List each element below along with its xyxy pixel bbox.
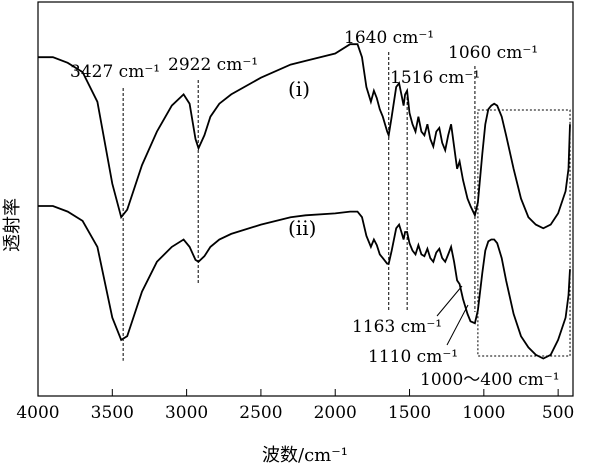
x-tick-label-4000: 4000 [16,403,59,423]
leader-line-1110 [446,304,469,346]
x-axis-ticks: 4000 3500 3000 2500 2000 1500 1000 500 [16,389,574,423]
annotation-1163: 1163 cm⁻¹ [352,317,442,337]
annotation-1516: 1516 cm⁻¹ [390,68,480,88]
svg-text:1640 cm⁻¹: 1640 cm⁻¹ [344,28,434,48]
svg-text:1060 cm⁻¹: 1060 cm⁻¹ [448,43,538,63]
series-ii-line [38,205,571,360]
annotation-3427: 3427 cm⁻¹ [70,62,160,82]
x-tick-label-1500: 1500 [388,403,431,423]
svg-text:1000～400 cm⁻¹: 1000～400 cm⁻¹ [420,370,560,390]
annotation-1640: 1640 cm⁻¹ [344,28,434,48]
x-tick-label-1000: 1000 [462,403,505,423]
svg-text:2922 cm⁻¹: 2922 cm⁻¹ [168,55,258,75]
plot-frame [37,1,574,397]
annotation-1000-400: 1000～400 cm⁻¹ [420,370,560,390]
leader-line-1163 [436,285,463,317]
series-label-ii: (ii) [288,216,316,240]
annotation-1060: 1060 cm⁻¹ [448,43,538,63]
x-tick-label-3000: 3000 [165,403,208,423]
peak-marker-lines [122,52,476,361]
highlight-region-box [477,109,571,357]
svg-text:1110 cm⁻¹: 1110 cm⁻¹ [368,347,458,367]
series-i-line [38,43,571,230]
x-tick-label-2500: 2500 [239,403,282,423]
y-axis-label: 透射率 [2,198,23,252]
series-label-i: (i) [288,77,310,101]
svg-text:3427 cm⁻¹: 3427 cm⁻¹ [70,62,160,82]
x-axis-label: 波数/cm⁻¹ [262,445,348,466]
svg-text:1516 cm⁻¹: 1516 cm⁻¹ [390,68,480,88]
annotation-1110: 1110 cm⁻¹ [368,347,458,367]
x-tick-label-3500: 3500 [91,403,134,423]
annotation-2922: 2922 cm⁻¹ [168,55,258,75]
x-tick-label-500: 500 [542,403,574,423]
svg-text:1163 cm⁻¹: 1163 cm⁻¹ [352,317,442,337]
x-tick-label-2000: 2000 [314,403,357,423]
